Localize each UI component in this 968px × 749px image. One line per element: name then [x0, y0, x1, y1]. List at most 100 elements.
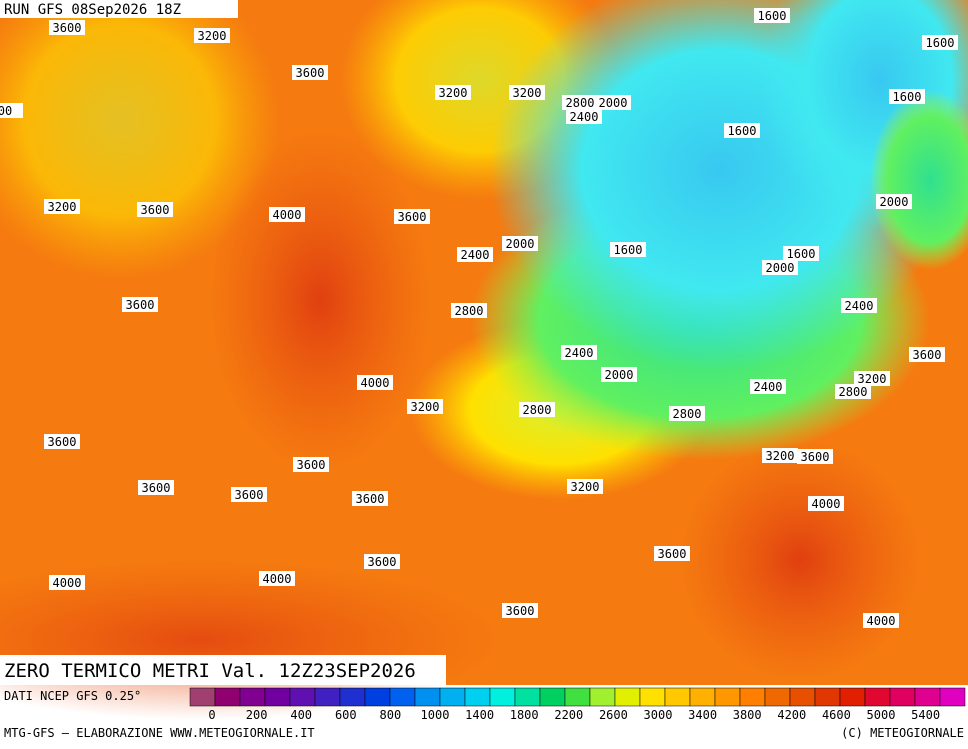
- contour-label-box: [194, 28, 230, 43]
- contour-label: 4000: [812, 497, 841, 511]
- contour-label-box: [750, 379, 786, 394]
- contour-label: 2400: [461, 248, 490, 262]
- header-box: [0, 0, 238, 18]
- contour-label: 3200: [411, 400, 440, 414]
- contour-label: 2000: [506, 237, 535, 251]
- contour-label: 3600: [506, 604, 535, 618]
- contour-label-box: [357, 375, 393, 390]
- contour-label: 00: [0, 104, 12, 118]
- legend-tick-label: 800: [380, 708, 402, 722]
- contour-label-box: [566, 109, 602, 124]
- legend-tick-label: 5000: [867, 708, 896, 722]
- legend-swatch: [639, 687, 666, 707]
- contour-label-box: [601, 367, 637, 382]
- contour-label: 2800: [455, 304, 484, 318]
- contour-label-box: [863, 613, 899, 628]
- run-header: RUN GFS 08Sep2026 18Z: [4, 2, 181, 18]
- source: DATI NCEP GFS 0.25°: [4, 689, 141, 703]
- legend-tick-label: 1400: [465, 708, 494, 722]
- legend-swatch: [464, 687, 491, 707]
- legend-swatch: [564, 687, 591, 707]
- contour-label-box: [889, 89, 925, 104]
- contour-label-box: [808, 496, 844, 511]
- legend-tick-label: 4200: [777, 708, 806, 722]
- contour-label: 2800: [566, 96, 595, 110]
- contour-label: 3200: [198, 29, 227, 43]
- contour-label-box: [567, 479, 603, 494]
- contour-label: 3600: [142, 481, 171, 495]
- contour-label-box: [854, 371, 890, 386]
- legend-tick-label: 200: [246, 708, 268, 722]
- legend-swatch: [439, 687, 466, 707]
- contour-label: 1600: [614, 243, 643, 257]
- legend-tick-label: 2200: [554, 708, 583, 722]
- contour-label-box: [797, 449, 833, 464]
- legend-swatch: [189, 687, 216, 707]
- contour-label: 3200: [858, 372, 887, 386]
- contour-label: 4000: [361, 376, 390, 390]
- contour-label: 3600: [398, 210, 427, 224]
- contour-label-box: [669, 406, 705, 421]
- contour-label: 1600: [787, 247, 816, 261]
- contour-label: 3600: [296, 66, 325, 80]
- legend-swatch: [614, 687, 641, 707]
- contour-label-box: [762, 260, 798, 275]
- legend-tick-label: 3800: [733, 708, 762, 722]
- legend-tick-label: 0: [208, 708, 215, 722]
- legend-tick-label: 2600: [599, 708, 628, 722]
- contour-label-box: [561, 345, 597, 360]
- map-title: ZERO TERMICO METRI Val. 12Z23SEP2026: [4, 660, 416, 682]
- contour-label: 1600: [926, 36, 955, 50]
- contour-label: 3200: [439, 86, 468, 100]
- contour-label: 2800: [673, 407, 702, 421]
- contour-label-box: [49, 20, 85, 35]
- contour-label: 3600: [368, 555, 397, 569]
- legend-tick-label: 4600: [822, 708, 851, 722]
- contour-label-box: [654, 546, 690, 561]
- contour-label-box: [610, 242, 646, 257]
- legend-swatch: [264, 687, 291, 707]
- legend-swatch: [889, 687, 916, 707]
- contour-label-box: [352, 491, 388, 506]
- contour-label: 3600: [356, 492, 385, 506]
- legend-swatch: [839, 687, 866, 707]
- copyright: (C) METEOGIORNALE: [841, 726, 964, 740]
- contour-label-box: [394, 209, 430, 224]
- contour-label: 2400: [754, 380, 783, 394]
- contour-label: 3600: [141, 203, 170, 217]
- contour-label: 3600: [235, 488, 264, 502]
- contour-label: 1600: [758, 9, 787, 23]
- contour-label-box: [435, 85, 471, 100]
- contour-label: 2400: [565, 346, 594, 360]
- contour-label-box: [922, 35, 958, 50]
- contour-label-box: [292, 65, 328, 80]
- contour-label: 2000: [880, 195, 909, 209]
- contour-label: 3600: [126, 298, 155, 312]
- contour-label: 1600: [728, 124, 757, 138]
- contour-label-box: [762, 448, 798, 463]
- contour-label: 3200: [48, 200, 77, 214]
- legend-swatch: [239, 687, 266, 707]
- legend-swatch: [364, 687, 391, 707]
- contour-label: 3200: [513, 86, 542, 100]
- legend-swatch: [739, 687, 766, 707]
- contour-label: 2000: [766, 261, 795, 275]
- contour-label-box: [269, 207, 305, 222]
- contour-label-box: [231, 487, 267, 502]
- contour-label: 2400: [570, 110, 599, 124]
- legend-swatch: [539, 687, 566, 707]
- legend-tick-label: 3000: [644, 708, 673, 722]
- contour-label: 3200: [766, 449, 795, 463]
- legend-swatch: [489, 687, 516, 707]
- legend-swatch: [314, 687, 341, 707]
- contour-label-box: [519, 402, 555, 417]
- credit: MTG-GFS — ELABORAZIONE WWW.METEOGIORNALE…: [4, 726, 315, 740]
- legend-tick-label: 400: [290, 708, 312, 722]
- legend-swatch: [664, 687, 691, 707]
- contour-label-box: [509, 85, 545, 100]
- legend-swatch: [214, 687, 241, 707]
- contour-label-box: [44, 434, 80, 449]
- contour-label: 2800: [839, 385, 868, 399]
- contour-label-box: [502, 603, 538, 618]
